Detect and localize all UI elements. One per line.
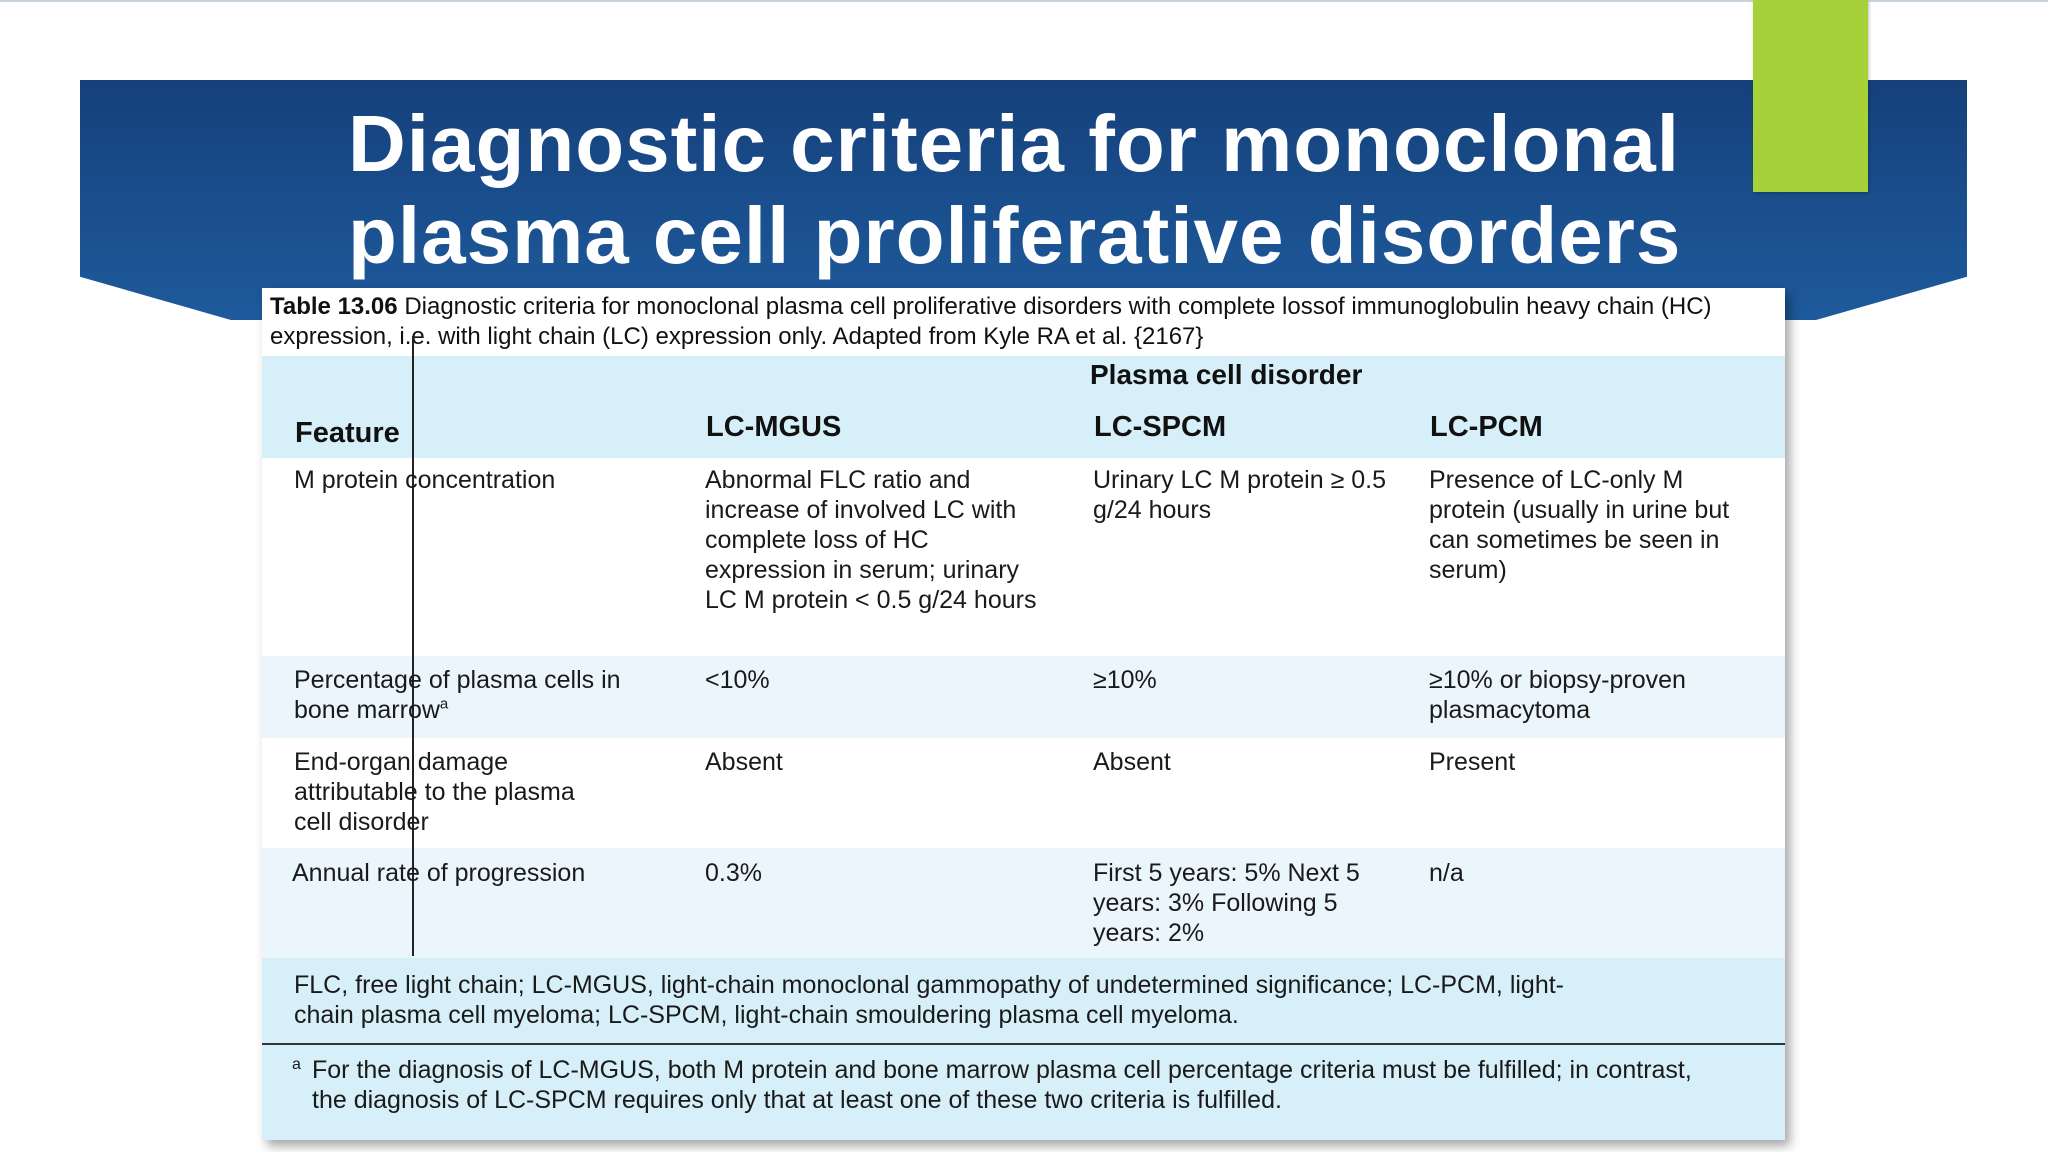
- cell-feature-3: End-organ damage attributable to the pla…: [294, 748, 575, 836]
- cell-lc-spcm-4: First 5 years: 5% Next 5 years: 3% Follo…: [1093, 859, 1360, 947]
- cell-lc-spcm-2: ≥10%: [1093, 666, 1157, 694]
- cell-lc-pcm-3: Present: [1429, 748, 1516, 776]
- cell-lc-mgus-4: 0.3%: [705, 859, 762, 887]
- caption-label: Table 13.06: [270, 293, 398, 320]
- cell-lc-pcm-4: n/a: [1429, 859, 1464, 887]
- abbreviations-note: FLC, free light chain; LC-MGUS, light-ch…: [294, 971, 1565, 1029]
- cell-feature-1: M protein concentration: [294, 466, 556, 494]
- header-lc-pcm: LC-PCM: [1430, 411, 1543, 443]
- cell-lc-mgus-3: Absent: [705, 748, 783, 776]
- group-header: Plasma cell disorder: [1090, 359, 1363, 390]
- cell-feature-2: Percentage of plasma cells in bone marro…: [294, 665, 674, 725]
- slide-title: Diagnostic criteria for monoclonal plasm…: [348, 99, 1682, 280]
- footnote-marker: a: [292, 1056, 301, 1073]
- header-lc-spcm: LC-SPCM: [1094, 411, 1227, 443]
- cell-lc-pcm-1: Presence of LC-only M protein (usually i…: [1429, 466, 1730, 584]
- accent-bar: [1753, 0, 1868, 192]
- table-figure: Table 13.06 Diagnostic criteria for mono…: [262, 288, 1785, 1140]
- cell-feature-4: Annual rate of progression: [292, 859, 586, 887]
- title-banner: [80, 80, 1967, 320]
- row-band-2: [262, 656, 1785, 738]
- cell-lc-pcm-2: ≥10% or biopsy-proven plasmacytoma: [1429, 666, 1686, 724]
- cell-lc-mgus-2: <10%: [705, 666, 770, 694]
- footnote-divider: [262, 1043, 1785, 1045]
- row-band-3: [262, 738, 1785, 848]
- cell-lc-spcm-3: Absent: [1093, 748, 1171, 776]
- table-caption: Table 13.06 Diagnostic criteria for mono…: [270, 292, 1775, 352]
- top-rule: [0, 0, 2048, 2]
- column-divider: [412, 336, 414, 956]
- cell-feature-2-text: Percentage of plasma cells in bone marro…: [294, 666, 621, 724]
- cell-feature-2-footnote-mark: a: [439, 695, 449, 713]
- caption-text: Diagnostic criteria for monoclonal plasm…: [270, 293, 1712, 350]
- header-lc-mgus: LC-MGUS: [706, 411, 842, 443]
- footnote-text: For the diagnosis of LC-MGUS, both M pro…: [312, 1056, 1692, 1114]
- header-feature: Feature: [295, 417, 400, 449]
- cell-lc-mgus-1: Abnormal FLC ratio and increase of invol…: [705, 466, 1037, 614]
- criteria-table: [262, 356, 1785, 1140]
- row-band-4: [262, 848, 1785, 958]
- row-band-1: [262, 458, 1785, 656]
- cell-lc-spcm-1: Urinary LC M protein ≥ 0.5 g/24 hours: [1093, 466, 1386, 524]
